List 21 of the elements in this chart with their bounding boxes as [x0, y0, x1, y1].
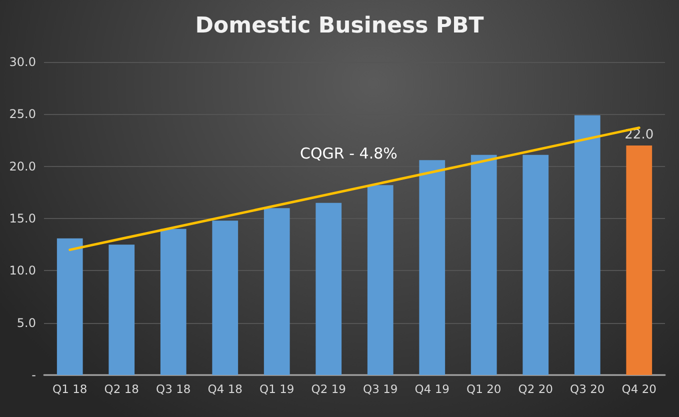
x-tick-label: Q4 20	[622, 382, 656, 396]
y-tick-label: 5.0	[16, 316, 36, 330]
chart-title: Domestic Business PBT	[195, 14, 484, 38]
x-tick-label: Q1 19	[260, 382, 294, 396]
y-tick-label: -	[32, 368, 36, 382]
y-tick-label: 10.0	[9, 264, 36, 278]
x-tick-label: Q3 18	[156, 382, 191, 396]
x-tick-label: Q2 18	[104, 382, 139, 396]
x-tick-label: Q3 20	[570, 382, 605, 396]
x-tick-label: Q1 18	[52, 382, 88, 396]
x-tick-label: Q4 18	[208, 382, 242, 396]
y-tick-label: 20.0	[9, 159, 36, 174]
x-tick-label: Q3 19	[363, 382, 398, 396]
x-tick-label: Q4 19	[414, 382, 450, 396]
annotation: CQGR - 4.8%	[300, 144, 398, 162]
y-tick-label: 30.0	[9, 55, 36, 69]
x-tick-label: Q1 20	[466, 382, 502, 396]
y-tick-label: 25.0	[9, 107, 36, 122]
x-tick-label: Q2 20	[518, 382, 553, 396]
y-tick-label: 15.0	[9, 212, 36, 226]
x-tick-label: Q2 19	[311, 382, 346, 396]
